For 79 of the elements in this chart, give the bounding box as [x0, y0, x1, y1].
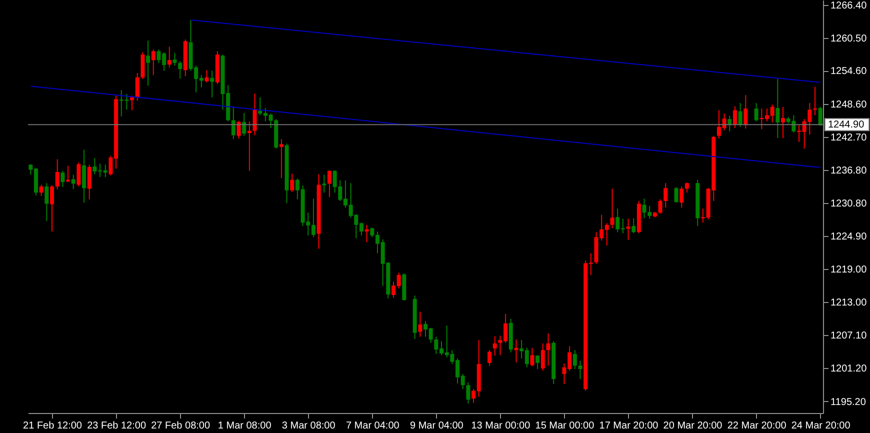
- candlestick: [55, 158, 60, 190]
- candlestick: [466, 382, 470, 404]
- candlestick: [290, 173, 294, 193]
- x-tick-label: 24 Mar 20:00: [791, 420, 851, 432]
- candlestick: [82, 149, 86, 204]
- ref-line-label: 1244.90: [828, 120, 865, 131]
- y-tick-label: 1242.70: [830, 132, 868, 144]
- candlestick: [492, 336, 497, 356]
- y-tick-label: 1213.00: [830, 298, 868, 309]
- y-tick-label: 1266.40: [830, 0, 868, 12]
- candlestick: [44, 182, 49, 222]
- candlestick: [204, 70, 209, 83]
- candlestick: [50, 184, 54, 232]
- y-tick-label: 1236.80: [830, 165, 868, 176]
- candlestick: [210, 70, 214, 98]
- candlestick: [684, 182, 689, 194]
- candlestick: [231, 106, 236, 140]
- candlestick: [664, 182, 668, 208]
- y-tick-label: 1207.10: [830, 330, 868, 342]
- candlestick: [780, 106, 785, 139]
- candlestick: [626, 218, 630, 240]
- y-tick-label: 1219.00: [830, 264, 868, 276]
- candlestick: [236, 120, 241, 140]
- y-tick-label: 1201.20: [830, 363, 868, 374]
- y-tick-label: 1260.50: [830, 33, 868, 44]
- candlestick: [658, 198, 662, 214]
- candlestick: [146, 40, 150, 86]
- candlestick: [252, 93, 257, 136]
- candlestick: [60, 170, 65, 188]
- candlestick: [744, 94, 748, 130]
- candlestick: [536, 354, 540, 370]
- candlestick: [39, 184, 44, 196]
- candlestick: [279, 138, 284, 179]
- candlestick: [87, 164, 92, 200]
- candlestick: [327, 170, 332, 198]
- x-tick-label: 15 Mar 00:00: [535, 420, 595, 432]
- candlestick: [530, 347, 534, 367]
- candlestick: [818, 106, 822, 126]
- candlestick: [680, 186, 684, 208]
- candlestick: [172, 52, 177, 66]
- candlestick: [242, 112, 246, 136]
- candlestick: [732, 106, 737, 129]
- x-tick-label: 22 Mar 20:00: [727, 420, 787, 432]
- candlestick: [738, 102, 742, 128]
- candlestick: [572, 350, 577, 370]
- x-tick-label: 3 Mar 08:00: [282, 420, 336, 432]
- x-tick-label: 17 Mar 20:00: [599, 420, 659, 432]
- x-tick-label: 27 Feb 08:00: [151, 420, 210, 432]
- candlestick: [135, 72, 140, 102]
- y-tick-label: 1195.20: [830, 396, 866, 408]
- x-tick-label: 7 Mar 04:00: [346, 420, 400, 432]
- candlestick: [167, 46, 172, 68]
- candlestick: [488, 350, 492, 366]
- candlestick: [546, 332, 550, 366]
- candlestick: [610, 188, 614, 229]
- y-tick-label: 1224.90: [830, 232, 868, 242]
- candlestick: [540, 342, 545, 372]
- candlestick: [674, 186, 678, 204]
- x-tick-label: 13 Mar 00:00: [471, 420, 531, 432]
- candlestick: [754, 102, 758, 122]
- candlestick: [76, 162, 81, 187]
- y-tick-label: 1254.60: [830, 66, 868, 78]
- candlestick: [71, 174, 76, 190]
- candlestick: [418, 311, 422, 338]
- y-tick-label: 1230.80: [830, 198, 868, 210]
- y-tick-label: 1248.60: [830, 100, 868, 111]
- candlestick: [728, 115, 732, 132]
- candlestick: [578, 360, 582, 380]
- candlestick: [322, 174, 326, 194]
- x-tick-label: 9 Mar 04:00: [410, 420, 464, 432]
- candlestick: [151, 49, 156, 76]
- x-tick-label: 23 Feb 12:00: [87, 420, 146, 432]
- candlestick: [632, 218, 636, 234]
- x-tick-label: 1 Mar 08:00: [218, 420, 272, 432]
- x-tick-label: 20 Mar 20:00: [663, 420, 723, 432]
- candlestick: [140, 52, 145, 80]
- candlestick: [178, 60, 182, 79]
- candlestick: [776, 78, 780, 139]
- x-tick-label: 21 Feb 12:00: [23, 420, 82, 432]
